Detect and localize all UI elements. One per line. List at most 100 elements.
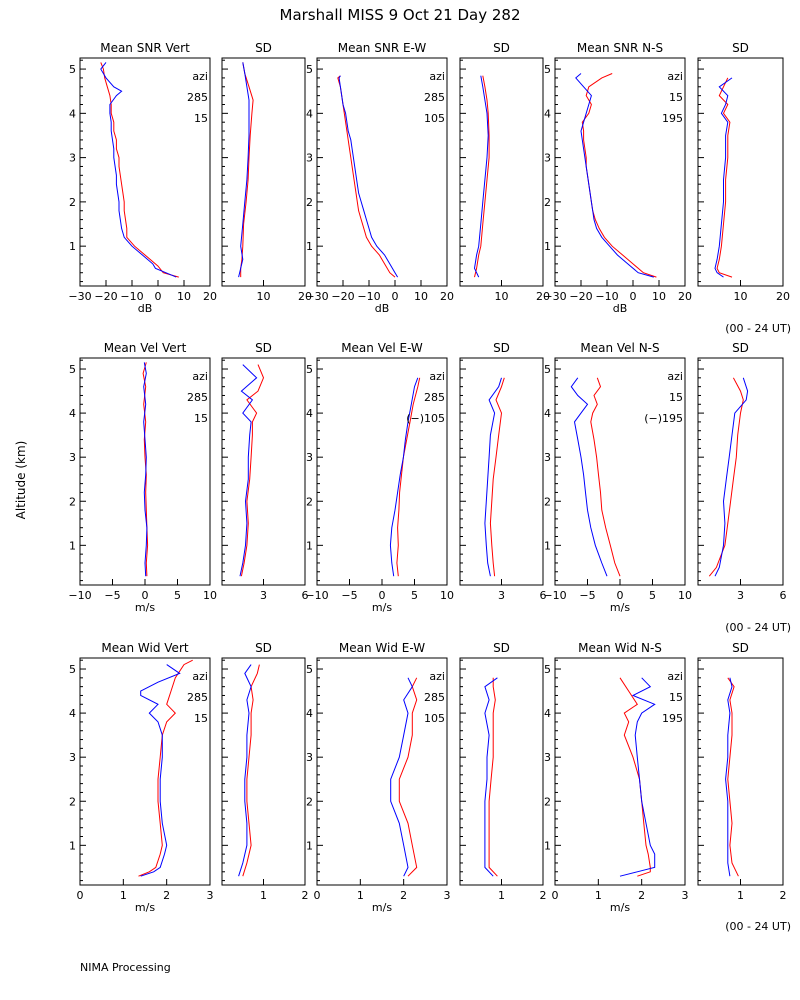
legend-header: azi bbox=[667, 70, 683, 83]
y-tick-label: 4 bbox=[544, 107, 551, 120]
legend-header: azi bbox=[192, 670, 208, 683]
legend-header: azi bbox=[667, 670, 683, 683]
x-tick-label: −10 bbox=[305, 589, 328, 602]
x-tick-label: 0 bbox=[77, 889, 84, 902]
series-line bbox=[398, 677, 418, 877]
x-tick-label: 10 bbox=[203, 589, 217, 602]
series-line bbox=[714, 377, 749, 577]
panel: SD 3 6 bbox=[697, 341, 787, 602]
x-tick-label: 2 bbox=[638, 889, 645, 902]
x-tick-label: 20 bbox=[298, 290, 312, 303]
series-line bbox=[396, 377, 421, 577]
x-tick-label: 10 bbox=[652, 290, 666, 303]
y-tick-label: 4 bbox=[69, 107, 76, 120]
panel: Mean Wid N-S 0 1 2 3 m/s 1 2 3 4 5 azi 15 195 bbox=[544, 641, 689, 914]
y-tick-label: 3 bbox=[306, 152, 313, 165]
series-line bbox=[238, 62, 250, 278]
series-line bbox=[239, 364, 258, 577]
y-tick-label: 4 bbox=[69, 707, 76, 720]
panel-title: SD bbox=[255, 341, 272, 355]
y-tick-label: 2 bbox=[306, 795, 313, 808]
x-tick-label: 2 bbox=[780, 889, 787, 902]
panel: Mean Vel N-S −10 −5 0 5 10 m/s 1 2 3 4 5 azi 15 (−)195 bbox=[543, 341, 692, 614]
y-tick-label: 2 bbox=[69, 196, 76, 209]
x-tick-label: −20 bbox=[569, 290, 592, 303]
legend-entry: 15 bbox=[669, 391, 683, 404]
x-tick-label: 10 bbox=[257, 290, 271, 303]
x-axis-label: dB bbox=[613, 302, 628, 315]
x-axis-label: m/s bbox=[372, 901, 392, 914]
series-line bbox=[389, 377, 419, 577]
panel: SD 3 6 bbox=[459, 341, 547, 602]
y-tick-label: 5 bbox=[544, 63, 551, 76]
x-axis-label: m/s bbox=[372, 601, 392, 614]
x-tick-label: 2 bbox=[302, 889, 309, 902]
series-line bbox=[619, 677, 656, 877]
series-line bbox=[138, 659, 193, 877]
legend-entry: 15 bbox=[669, 691, 683, 704]
series-line bbox=[238, 664, 252, 877]
x-tick-label: 5 bbox=[174, 589, 181, 602]
x-tick-label: −20 bbox=[331, 290, 354, 303]
y-tick-label: 3 bbox=[306, 451, 313, 464]
x-tick-label: 20 bbox=[440, 290, 454, 303]
x-tick-label: 0 bbox=[630, 290, 637, 303]
legend-header: azi bbox=[429, 670, 445, 683]
legend-header: azi bbox=[667, 370, 683, 383]
panel-title: SD bbox=[493, 341, 510, 355]
x-tick-label: 0 bbox=[552, 889, 559, 902]
x-tick-label: −10 bbox=[68, 589, 91, 602]
panel-title: Mean Vel Vert bbox=[104, 341, 187, 355]
y-tick-label: 3 bbox=[544, 451, 551, 464]
x-tick-label: 2 bbox=[163, 889, 170, 902]
legend-entry: 285 bbox=[424, 691, 445, 704]
series-line bbox=[474, 75, 490, 278]
y-tick-label: 5 bbox=[306, 663, 313, 676]
x-tick-label: 1 bbox=[357, 889, 364, 902]
plot-frame bbox=[697, 57, 784, 287]
panel: Mean Vel Vert −10 −5 0 5 10 m/s 1 2 3 4 5 azi 285 15 bbox=[68, 341, 217, 614]
panel-title: Mean Wid Vert bbox=[101, 641, 188, 655]
panel: Mean Wid E-W 0 1 2 3 m/s 1 2 3 4 5 azi 285 105 bbox=[306, 641, 451, 914]
panel: Mean SNR N-S −30 −20 −10 0 10 20 dB 1 2 3 4 5 azi 15 19… bbox=[543, 41, 692, 315]
y-tick-label: 2 bbox=[69, 795, 76, 808]
y-tick-label: 1 bbox=[69, 839, 76, 852]
y-tick-label: 3 bbox=[69, 451, 76, 464]
x-tick-label: 1 bbox=[498, 889, 505, 902]
x-tick-label: 5 bbox=[649, 589, 656, 602]
series-line bbox=[489, 377, 505, 577]
plot-frame bbox=[316, 57, 448, 287]
x-axis-label: dB bbox=[375, 302, 390, 315]
x-tick-label: −5 bbox=[104, 589, 120, 602]
plot-frame bbox=[554, 657, 686, 886]
series-line bbox=[240, 62, 254, 278]
x-tick-label: 10 bbox=[440, 589, 454, 602]
y-tick-label: 5 bbox=[306, 363, 313, 376]
legend-entry: 105 bbox=[424, 712, 445, 725]
plot-frame bbox=[459, 657, 544, 886]
time-range-note: (00 - 24 UT) bbox=[725, 621, 791, 634]
legend-entry: 195 bbox=[662, 112, 683, 125]
x-axis-label: m/s bbox=[610, 601, 630, 614]
series-line bbox=[716, 77, 733, 278]
series-line bbox=[488, 677, 498, 877]
x-tick-label: 6 bbox=[540, 589, 547, 602]
x-tick-label: 1 bbox=[120, 889, 127, 902]
plot-frame bbox=[459, 357, 544, 586]
legend-entry: (−)195 bbox=[644, 412, 683, 425]
series-line bbox=[581, 73, 657, 278]
panel: SD 3 6 bbox=[221, 341, 309, 602]
panel-title: Mean Wid E-W bbox=[339, 641, 425, 655]
y-tick-label: 3 bbox=[69, 751, 76, 764]
x-tick-label: 5 bbox=[411, 589, 418, 602]
panel: Mean SNR Vert −30 −20 −10 0 10 20 dB 1 2 3 4 5 azi 285… bbox=[68, 41, 217, 315]
plot-frame bbox=[221, 57, 306, 287]
panel-title: Mean Vel E-W bbox=[341, 341, 423, 355]
panel-title: SD bbox=[732, 641, 749, 655]
x-tick-label: 6 bbox=[302, 589, 309, 602]
panel: SD 1 2 bbox=[459, 641, 547, 902]
x-tick-label: 0 bbox=[155, 290, 162, 303]
panel: SD 1 2 bbox=[221, 641, 309, 902]
y-tick-label: 4 bbox=[69, 407, 76, 420]
x-tick-label: 10 bbox=[414, 290, 428, 303]
